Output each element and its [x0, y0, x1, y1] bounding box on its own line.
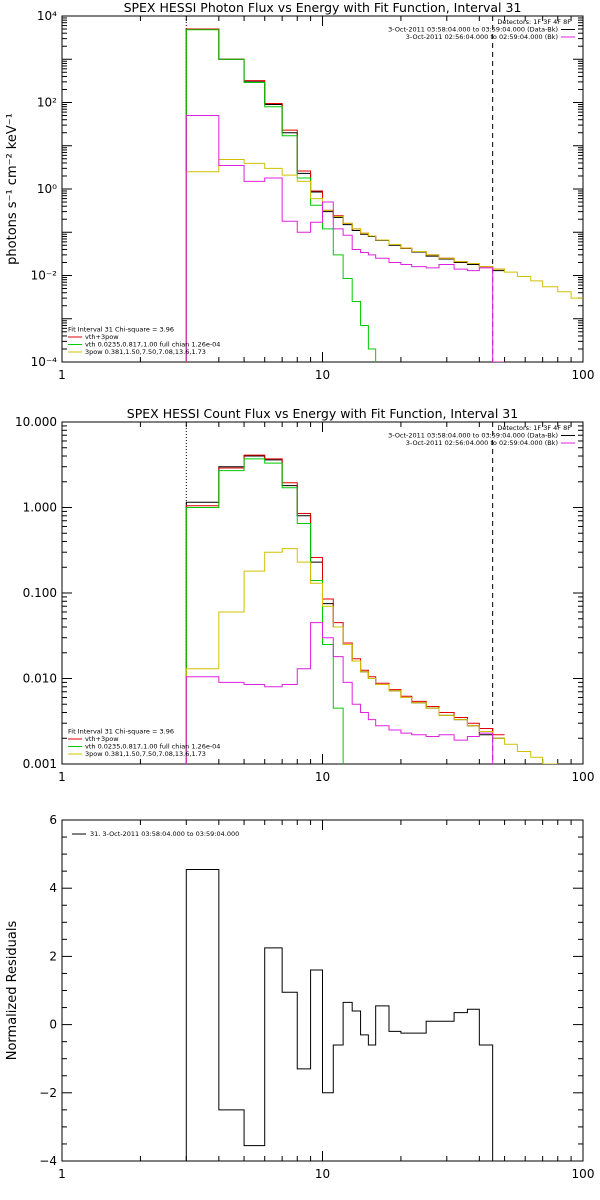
series-3pow [185, 548, 559, 764]
x-tick-label: 100 [572, 770, 595, 784]
x-tick-label: 10 [315, 770, 330, 784]
plot-frame [61, 15, 584, 363]
series-vth+3pow [185, 454, 505, 764]
legend-entry: vth+3pow [85, 333, 119, 341]
x-tick-label: 100 [572, 1167, 595, 1181]
legend-entry: 3pow 0.381,1.50,7.50,7.08,13.6,1.73 [85, 348, 206, 356]
legend-entry: Detectors: 1F 3F 4F 8F [497, 424, 571, 432]
x-tick-label: 1 [58, 1167, 66, 1181]
legend-entry: vth 0.0235,0.817,1.00 full chian 1.26e-0… [85, 341, 220, 349]
plot-title: SPEX HESSI Photon Flux vs Energy with Fi… [124, 0, 522, 15]
y-tick-label: 6 [49, 813, 57, 827]
count-flux-plot: SPEX HESSI Count Flux vs Energy with Fit… [15, 406, 595, 784]
series-vth+3pow [185, 28, 505, 362]
legend-entry: 3-Oct-2011 03:58:04.000 to 03:59:04.000 … [388, 26, 558, 34]
photon-flux-plot: SPEX HESSI Photon Flux vs Energy with Fi… [5, 0, 594, 382]
legend-entry: 3-Oct-2011 03:58:04.000 to 03:59:04.000 … [388, 432, 558, 440]
y-tick-label: 10² [37, 96, 57, 110]
y-tick-label: 4 [49, 881, 57, 895]
legend-entry: vth 0.0235,0.817,1.00 full chian 1.26e-0… [85, 743, 220, 751]
y-tick-label: 10⁻² [31, 269, 58, 283]
y-axis-label: photons s⁻¹ cm⁻² keV⁻¹ [5, 113, 20, 265]
y-tick-label: 10⁻⁴ [31, 355, 58, 369]
y-tick-label: −2 [39, 1086, 57, 1100]
series-residuals [185, 868, 494, 1161]
y-tick-label: 1.000 [23, 501, 57, 515]
series-vth [185, 29, 377, 362]
legend-entry: Fit Interval 31 Chi-square = 3.96 [68, 326, 174, 334]
y-tick-label: 2 [49, 949, 57, 963]
series-vth [185, 458, 344, 764]
legend-entry: 3-Oct-2011 02:56:04.000 to 02:59:04.000 … [406, 33, 558, 41]
y-tick-label: 10.000 [15, 415, 57, 429]
series-3pow [185, 159, 583, 362]
y-tick-label: 0.001 [23, 757, 57, 771]
legend-entry: 3pow 0.381,1.50,7.50,7.08,13.6,1.73 [85, 750, 206, 758]
series-data [185, 28, 505, 362]
y-tick-label: 0.100 [23, 586, 57, 600]
legend-entry: Detectors: 1F 3F 4F 8F [497, 18, 571, 26]
legend-entry: 31. 3-Oct-2011 03:58:04.000 to 03:59:04.… [90, 830, 239, 838]
legend-entry: 3-Oct-2011 02:56:04.000 to 02:59:04.000 … [406, 439, 558, 447]
x-tick-label: 10 [315, 1167, 330, 1181]
y-tick-label: 0.010 [23, 672, 57, 686]
x-tick-label: 10 [315, 368, 330, 382]
legend-entry: vth+3pow [85, 735, 119, 743]
x-tick-label: 1 [58, 368, 66, 382]
y-tick-label: −4 [39, 1154, 57, 1168]
y-tick-label: 10⁰ [37, 182, 57, 196]
x-tick-label: 1 [58, 770, 66, 784]
series-bk [185, 115, 505, 362]
y-tick-label: 10⁴ [37, 9, 57, 23]
x-tick-label: 100 [572, 368, 595, 382]
legend-entry: Fit Interval 31 Chi-square = 3.96 [68, 728, 174, 736]
y-tick-label: 0 [49, 1018, 57, 1032]
plot-title: SPEX HESSI Count Flux vs Energy with Fit… [127, 406, 518, 421]
y-axis-label: Normalized Residuals [5, 921, 20, 1061]
series-bk [185, 622, 494, 764]
residuals-plot: 1 10 100 −4 −2 0 2 4 6 Normalized Residuals 31. 3-… [5, 813, 594, 1181]
